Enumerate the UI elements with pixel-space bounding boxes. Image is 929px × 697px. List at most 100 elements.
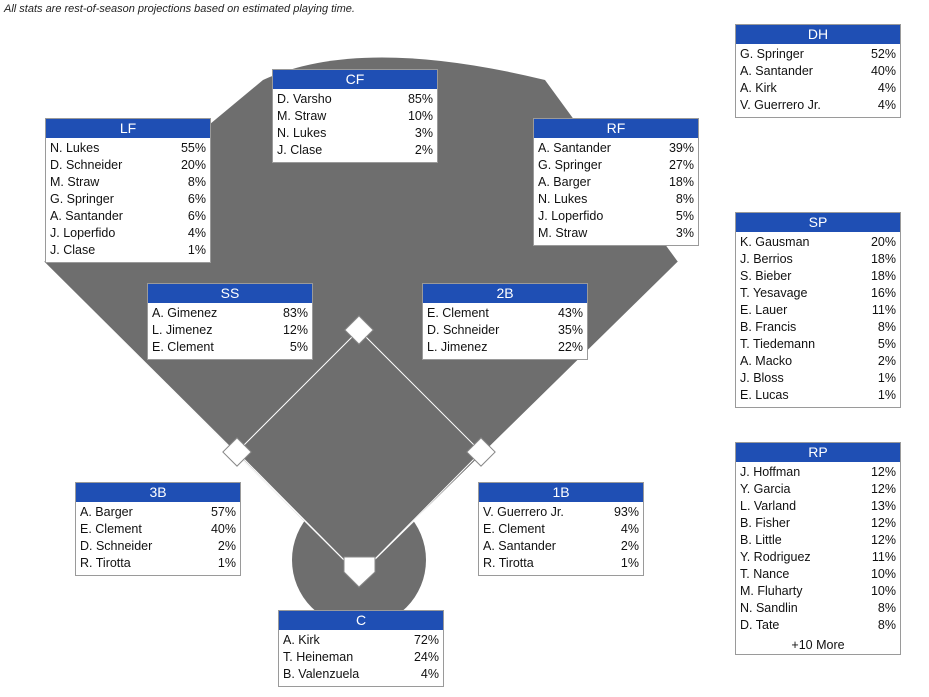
player-percentage: 52% <box>870 47 896 61</box>
player-row[interactable]: Y. Garcia 12% <box>740 481 896 498</box>
player-row[interactable]: E. Clement 5% <box>152 339 308 356</box>
player-name: B. Little <box>740 533 782 547</box>
player-row[interactable]: J. Clase 1% <box>50 242 206 259</box>
player-row[interactable]: B. Valenzuela 4% <box>283 666 439 683</box>
player-percentage: 10% <box>870 567 896 581</box>
player-row[interactable]: G. Springer 6% <box>50 191 206 208</box>
player-row[interactable]: A. Santander 6% <box>50 208 206 225</box>
player-row[interactable]: A. Barger 18% <box>538 174 694 191</box>
player-row[interactable]: V. Guerrero Jr. 4% <box>740 97 896 114</box>
player-row[interactable]: G. Springer 27% <box>538 157 694 174</box>
player-row[interactable]: T. Tiedemann 5% <box>740 336 896 353</box>
player-row[interactable]: N. Lukes 55% <box>50 140 206 157</box>
player-row[interactable]: A. Santander 2% <box>483 538 639 555</box>
player-row[interactable]: K. Gausman 20% <box>740 234 896 251</box>
position-card-2b[interactable]: 2B E. Clement 43% D. Schneider 35% L. Jimene… <box>422 283 588 360</box>
player-row[interactable]: E. Lauer 11% <box>740 302 896 319</box>
position-card-lf[interactable]: LF N. Lukes 55% D. Schneider 20% M. Straw 8% G… <box>45 118 211 263</box>
player-name: V. Guerrero Jr. <box>740 98 821 112</box>
player-row[interactable]: E. Clement 4% <box>483 521 639 538</box>
player-row[interactable]: B. Francis 8% <box>740 319 896 336</box>
position-card-sp[interactable]: SP K. Gausman 20% J. Berrios 18% S. Bieber 18… <box>735 212 901 408</box>
player-row[interactable]: D. Schneider 2% <box>80 538 236 555</box>
more-link[interactable]: +10 More <box>791 638 845 652</box>
player-row[interactable]: N. Lukes 3% <box>277 125 433 142</box>
player-row[interactable]: J. Loperfido 4% <box>50 225 206 242</box>
player-row[interactable]: J. Loperfido 5% <box>538 208 694 225</box>
position-card-rp[interactable]: RP J. Hoffman 12% Y. Garcia 12% L. Varland 13… <box>735 442 901 655</box>
player-percentage: 8% <box>187 175 206 189</box>
player-name: G. Springer <box>740 47 804 61</box>
player-row[interactable]: D. Schneider 35% <box>427 322 583 339</box>
player-row[interactable]: L. Jimenez 22% <box>427 339 583 356</box>
player-name: L. Varland <box>740 499 797 513</box>
player-row[interactable]: T. Nance 10% <box>740 566 896 583</box>
player-percentage: 8% <box>675 192 694 206</box>
position-card-cf[interactable]: CF D. Varsho 85% M. Straw 10% N. Lukes 3% J. C… <box>272 69 438 163</box>
player-name: B. Fisher <box>740 516 791 530</box>
player-row[interactable]: A. Gimenez 83% <box>152 305 308 322</box>
player-row[interactable]: J. Berrios 18% <box>740 251 896 268</box>
player-row[interactable]: J. Hoffman 12% <box>740 464 896 481</box>
player-row[interactable]: A. Kirk 4% <box>740 80 896 97</box>
player-row[interactable]: V. Guerrero Jr. 93% <box>483 504 639 521</box>
player-row[interactable]: M. Straw 10% <box>277 108 433 125</box>
position-card-rf[interactable]: RF A. Santander 39% G. Springer 27% A. Barge… <box>533 118 699 246</box>
player-row[interactable]: A. Macko 2% <box>740 353 896 370</box>
player-row[interactable]: D. Tate 8% <box>740 617 896 634</box>
player-row[interactable]: T. Yesavage 16% <box>740 285 896 302</box>
player-row[interactable]: E. Lucas 1% <box>740 387 896 404</box>
player-row[interactable]: E. Clement 40% <box>80 521 236 538</box>
player-row[interactable]: A. Santander 39% <box>538 140 694 157</box>
player-percentage: 22% <box>557 340 583 354</box>
player-row[interactable]: E. Clement 43% <box>427 305 583 322</box>
player-row[interactable]: L. Varland 13% <box>740 498 896 515</box>
position-label: 1B <box>479 483 643 502</box>
position-card-c[interactable]: C A. Kirk 72% T. Heineman 24% B. Valenzuela 4… <box>278 610 444 687</box>
player-name: J. Berrios <box>740 252 793 266</box>
player-row[interactable]: M. Fluharty 10% <box>740 583 896 600</box>
position-card-ss[interactable]: SS A. Gimenez 83% L. Jimenez 12% E. Clement 5… <box>147 283 313 360</box>
player-row[interactable]: B. Little 12% <box>740 532 896 549</box>
player-row[interactable]: S. Bieber 18% <box>740 268 896 285</box>
player-row[interactable]: A. Santander 40% <box>740 63 896 80</box>
player-name: A. Santander <box>483 539 556 553</box>
third-base <box>222 437 252 467</box>
player-row[interactable]: M. Straw 8% <box>50 174 206 191</box>
player-row[interactable]: L. Jimenez 12% <box>152 322 308 339</box>
player-row[interactable]: N. Lukes 8% <box>538 191 694 208</box>
player-row[interactable]: R. Tirotta 1% <box>483 555 639 572</box>
player-row[interactable]: B. Fisher 12% <box>740 515 896 532</box>
player-row[interactable]: A. Barger 57% <box>80 504 236 521</box>
player-name: B. Francis <box>740 320 797 334</box>
position-card-dh[interactable]: DH G. Springer 52% A. Santander 40% A. Kirk 4… <box>735 24 901 118</box>
player-name: A. Santander <box>740 64 813 78</box>
player-row[interactable]: J. Bloss 1% <box>740 370 896 387</box>
player-row[interactable]: N. Sandlin 8% <box>740 600 896 617</box>
player-row[interactable]: M. Straw 3% <box>538 225 694 242</box>
player-row[interactable]: G. Springer 52% <box>740 46 896 63</box>
player-row[interactable]: Y. Rodriguez 11% <box>740 549 896 566</box>
player-percentage: 13% <box>870 499 896 513</box>
player-percentage: 8% <box>877 320 896 334</box>
player-percentage: 83% <box>282 306 308 320</box>
player-name: J. Bloss <box>740 371 784 385</box>
player-name: A. Kirk <box>740 81 777 95</box>
player-percentage: 12% <box>870 533 896 547</box>
position-card-1b[interactable]: 1B V. Guerrero Jr. 93% E. Clement 4% A. Sant… <box>478 482 644 576</box>
player-percentage: 4% <box>420 667 439 681</box>
player-row[interactable]: R. Tirotta 1% <box>80 555 236 572</box>
player-percentage: 4% <box>620 522 639 536</box>
player-name: E. Clement <box>152 340 214 354</box>
player-name: J. Hoffman <box>740 465 801 479</box>
player-name: Y. Rodriguez <box>740 550 811 564</box>
player-row[interactable]: J. Clase 2% <box>277 142 433 159</box>
player-row[interactable]: D. Schneider 20% <box>50 157 206 174</box>
player-row[interactable]: D. Varsho 85% <box>277 91 433 108</box>
position-label: 2B <box>423 284 587 303</box>
position-card-3b[interactable]: 3B A. Barger 57% E. Clement 40% D. Schneider… <box>75 482 241 576</box>
player-row[interactable]: A. Kirk 72% <box>283 632 439 649</box>
player-row[interactable]: T. Heineman 24% <box>283 649 439 666</box>
player-name: A. Kirk <box>283 633 320 647</box>
player-name: M. Fluharty <box>740 584 803 598</box>
